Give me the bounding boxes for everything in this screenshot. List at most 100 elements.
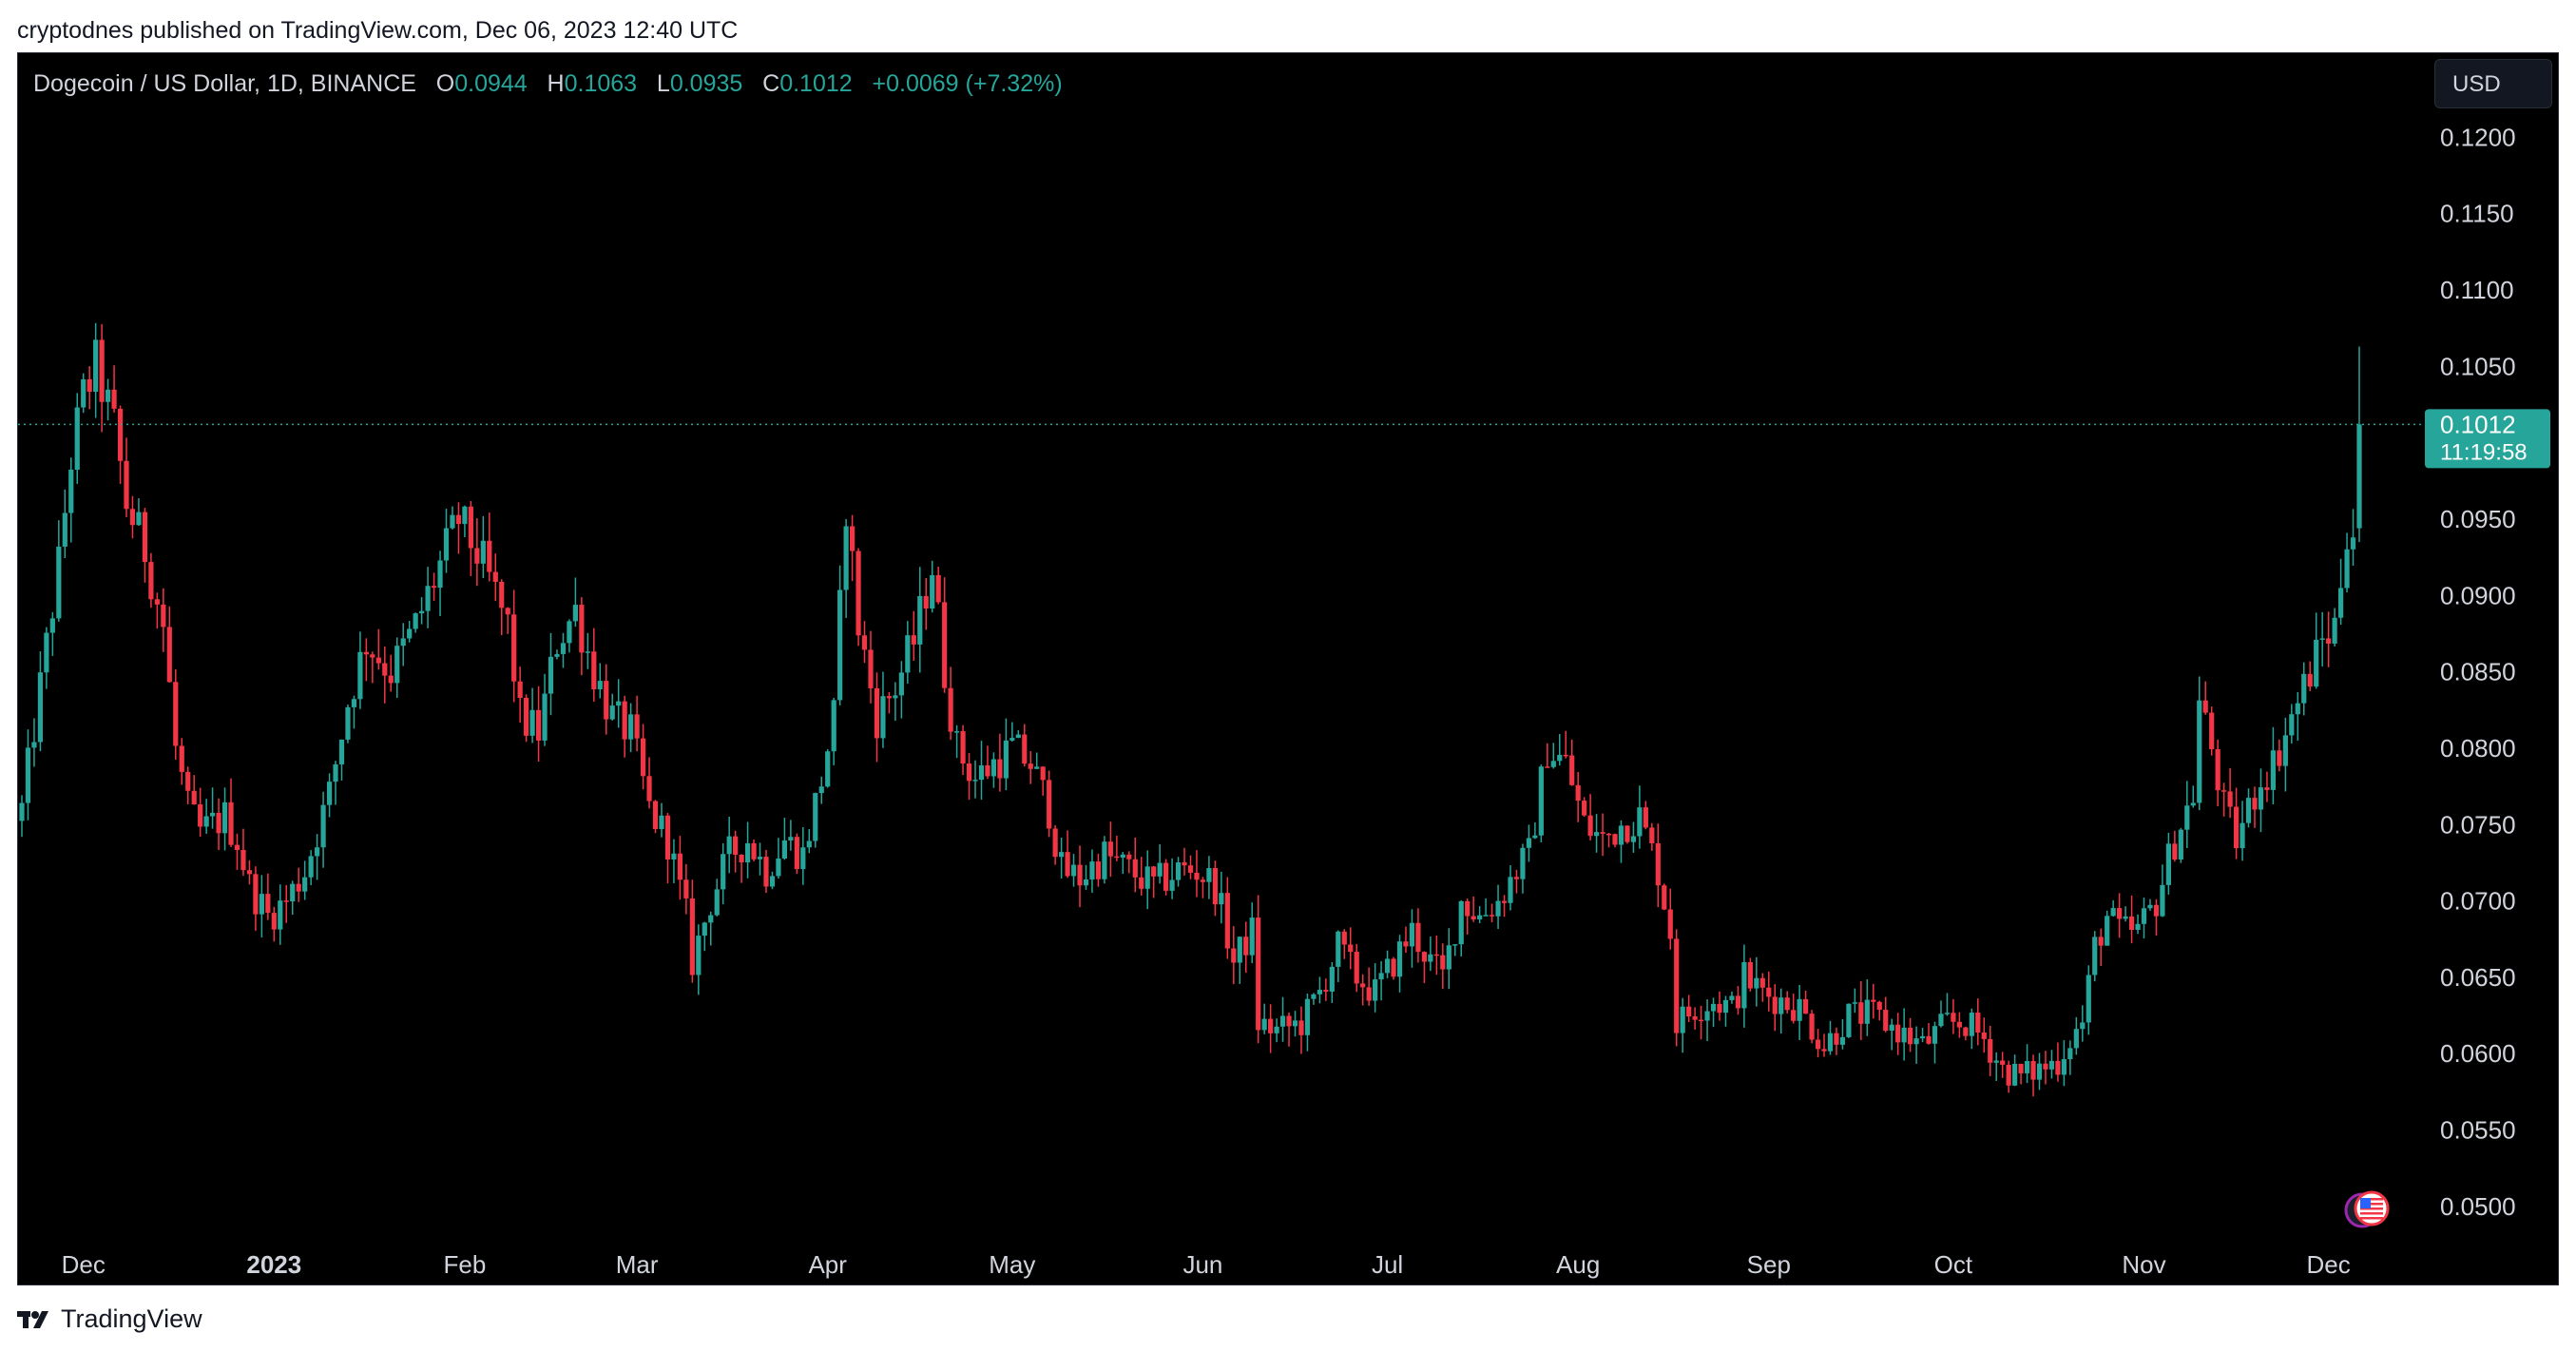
candle-body [2123, 916, 2128, 919]
symbol-title[interactable]: Dogecoin / US Dollar, 1D, BINANCE [33, 70, 416, 97]
candle-body [2258, 787, 2264, 810]
open-value: 0.0944 [454, 70, 528, 97]
open-label: O [435, 70, 455, 97]
candle-body [1298, 1020, 1304, 1035]
candle-body [2197, 700, 2202, 803]
candlestick-chart[interactable]: 0.0500 0.0550 0.0600 0.0650 0.0700 0.0750 0.08… [18, 53, 2558, 1284]
candle-body [861, 635, 868, 650]
candle-body [142, 512, 148, 563]
candle-body [1034, 766, 1040, 769]
candle-body [363, 651, 369, 655]
candle-body [702, 922, 707, 937]
candle-body [1317, 990, 1322, 995]
candle-body [1249, 917, 1255, 956]
candle-body [2043, 1063, 2048, 1070]
candle-body [2128, 916, 2135, 930]
candle-body [911, 635, 916, 645]
candle-body [129, 509, 136, 526]
candle-body [1083, 879, 1089, 886]
candle-body [948, 687, 953, 732]
candle-body [966, 763, 972, 782]
candle-body [474, 548, 480, 564]
candle-body [1919, 1035, 1926, 1039]
x-tick-label: 2023 [246, 1250, 301, 1279]
chart-panel[interactable]: 0.0500 0.0550 0.0600 0.0650 0.0700 0.0750 0.08… [17, 52, 2559, 1285]
candle-body [591, 651, 597, 690]
x-tick-label: Oct [1934, 1250, 1973, 1279]
x-tick-label: Nov [2122, 1250, 2165, 1279]
candle-body [2018, 1063, 2024, 1073]
y-tick-label: 0.0600 [2440, 1039, 2516, 1068]
candle-body [1637, 807, 1643, 837]
candle-body [505, 608, 510, 615]
candle-body [1520, 847, 1526, 879]
candle-body [1550, 761, 1556, 767]
candle-body [400, 638, 406, 647]
x-tick-label: Mar [616, 1250, 659, 1279]
candle-body [2135, 923, 2141, 930]
candle-body [326, 782, 333, 805]
y-tick-label: 0.1150 [2440, 200, 2514, 228]
candle-body [604, 681, 609, 720]
candle-body [776, 858, 781, 877]
candle-body [960, 731, 966, 764]
candle-body [2221, 790, 2227, 792]
candle-body [278, 900, 283, 930]
candle-body [407, 628, 413, 639]
candle-body [1489, 915, 1495, 917]
candle-body [1582, 801, 1587, 816]
tradingview-logo-icon[interactable] [17, 1309, 53, 1330]
candle-body [1237, 937, 1242, 963]
candle-body [751, 842, 757, 859]
candle-body [1501, 900, 1508, 903]
candle-body [1022, 734, 1028, 764]
candle-body [585, 651, 590, 653]
candle-body [2055, 1060, 2061, 1075]
candle-body [542, 693, 548, 741]
candle-body [978, 764, 985, 781]
candle-body [1219, 893, 1224, 905]
candle-body [517, 681, 523, 699]
candle-body [677, 853, 683, 880]
candle-body [2344, 549, 2350, 589]
footer: TradingView [17, 1304, 202, 1334]
candle-body [1243, 937, 1249, 956]
candle-body [529, 709, 535, 736]
candle-body [210, 812, 216, 817]
candle-body [1852, 1002, 1857, 1004]
candle-body [25, 747, 31, 803]
candle-body [1563, 754, 1568, 757]
candle-body [1913, 1038, 1919, 1045]
candle-body [1373, 979, 1378, 1001]
candle-body [302, 877, 308, 892]
candle-body [2270, 750, 2277, 790]
candle-body [382, 663, 388, 676]
candle-body [308, 856, 314, 878]
candle-body [2215, 749, 2220, 791]
candle-body [290, 883, 296, 902]
y-tick-label: 0.0500 [2440, 1192, 2516, 1221]
candle-body [2178, 829, 2183, 860]
candle-body [1028, 763, 1033, 769]
tradingview-brand[interactable]: TradingView [61, 1304, 202, 1333]
candle-body [1256, 917, 1261, 1031]
candle-body [56, 546, 62, 619]
currency-button[interactable]: USD [2434, 59, 2552, 108]
candles-group [19, 322, 2362, 1097]
x-tick-label: Jul [1372, 1250, 1403, 1279]
candle-body [221, 802, 228, 834]
candle-body [1944, 1013, 1951, 1014]
candle-body [1938, 1014, 1944, 1027]
candle-body [1557, 754, 1563, 762]
candle-body [81, 378, 87, 408]
candle-body [2277, 750, 2282, 766]
y-tick-label: 0.0950 [2440, 505, 2516, 533]
y-tick-label: 0.1050 [2440, 352, 2516, 380]
candle-body [1600, 832, 1605, 834]
candle-body [1797, 998, 1802, 1021]
candle-body [1015, 734, 1021, 739]
candle-body [2332, 617, 2337, 644]
candle-body [1465, 900, 1471, 917]
y-tick-label: 0.0700 [2440, 887, 2516, 916]
y-tick-label: 0.0550 [2440, 1116, 2516, 1145]
